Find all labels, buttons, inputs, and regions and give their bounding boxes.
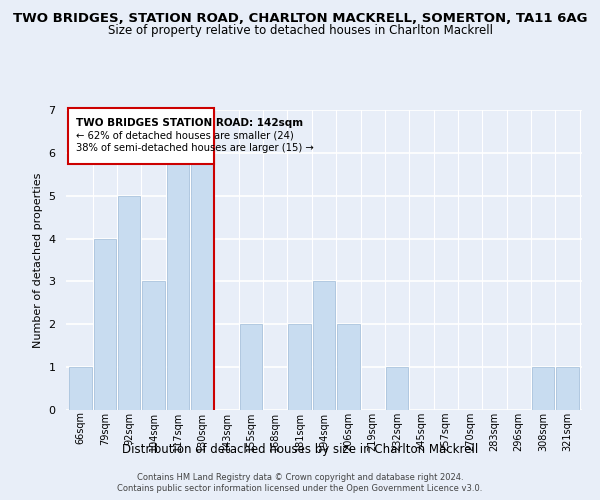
Bar <box>386 367 408 410</box>
Text: Contains HM Land Registry data © Crown copyright and database right 2024.: Contains HM Land Registry data © Crown c… <box>137 472 463 482</box>
Text: 38% of semi-detached houses are larger (15) →: 38% of semi-detached houses are larger (… <box>76 144 314 154</box>
Bar <box>337 324 359 410</box>
Bar <box>70 367 92 410</box>
Text: Distribution of detached houses by size in Charlton Mackrell: Distribution of detached houses by size … <box>122 442 478 456</box>
Bar <box>94 238 116 410</box>
Bar <box>313 282 335 410</box>
Y-axis label: Number of detached properties: Number of detached properties <box>33 172 43 348</box>
Bar <box>556 367 578 410</box>
Text: ← 62% of detached houses are smaller (24): ← 62% of detached houses are smaller (24… <box>76 130 294 140</box>
Text: Contains public sector information licensed under the Open Government Licence v3: Contains public sector information licen… <box>118 484 482 493</box>
FancyBboxPatch shape <box>68 108 214 164</box>
Bar <box>167 153 189 410</box>
Text: Size of property relative to detached houses in Charlton Mackrell: Size of property relative to detached ho… <box>107 24 493 37</box>
Bar <box>142 282 165 410</box>
Text: TWO BRIDGES STATION ROAD: 142sqm: TWO BRIDGES STATION ROAD: 142sqm <box>76 118 303 128</box>
Bar <box>532 367 554 410</box>
Bar <box>289 324 311 410</box>
Bar <box>240 324 262 410</box>
Text: TWO BRIDGES, STATION ROAD, CHARLTON MACKRELL, SOMERTON, TA11 6AG: TWO BRIDGES, STATION ROAD, CHARLTON MACK… <box>13 12 587 26</box>
Bar <box>191 153 214 410</box>
Bar <box>118 196 140 410</box>
